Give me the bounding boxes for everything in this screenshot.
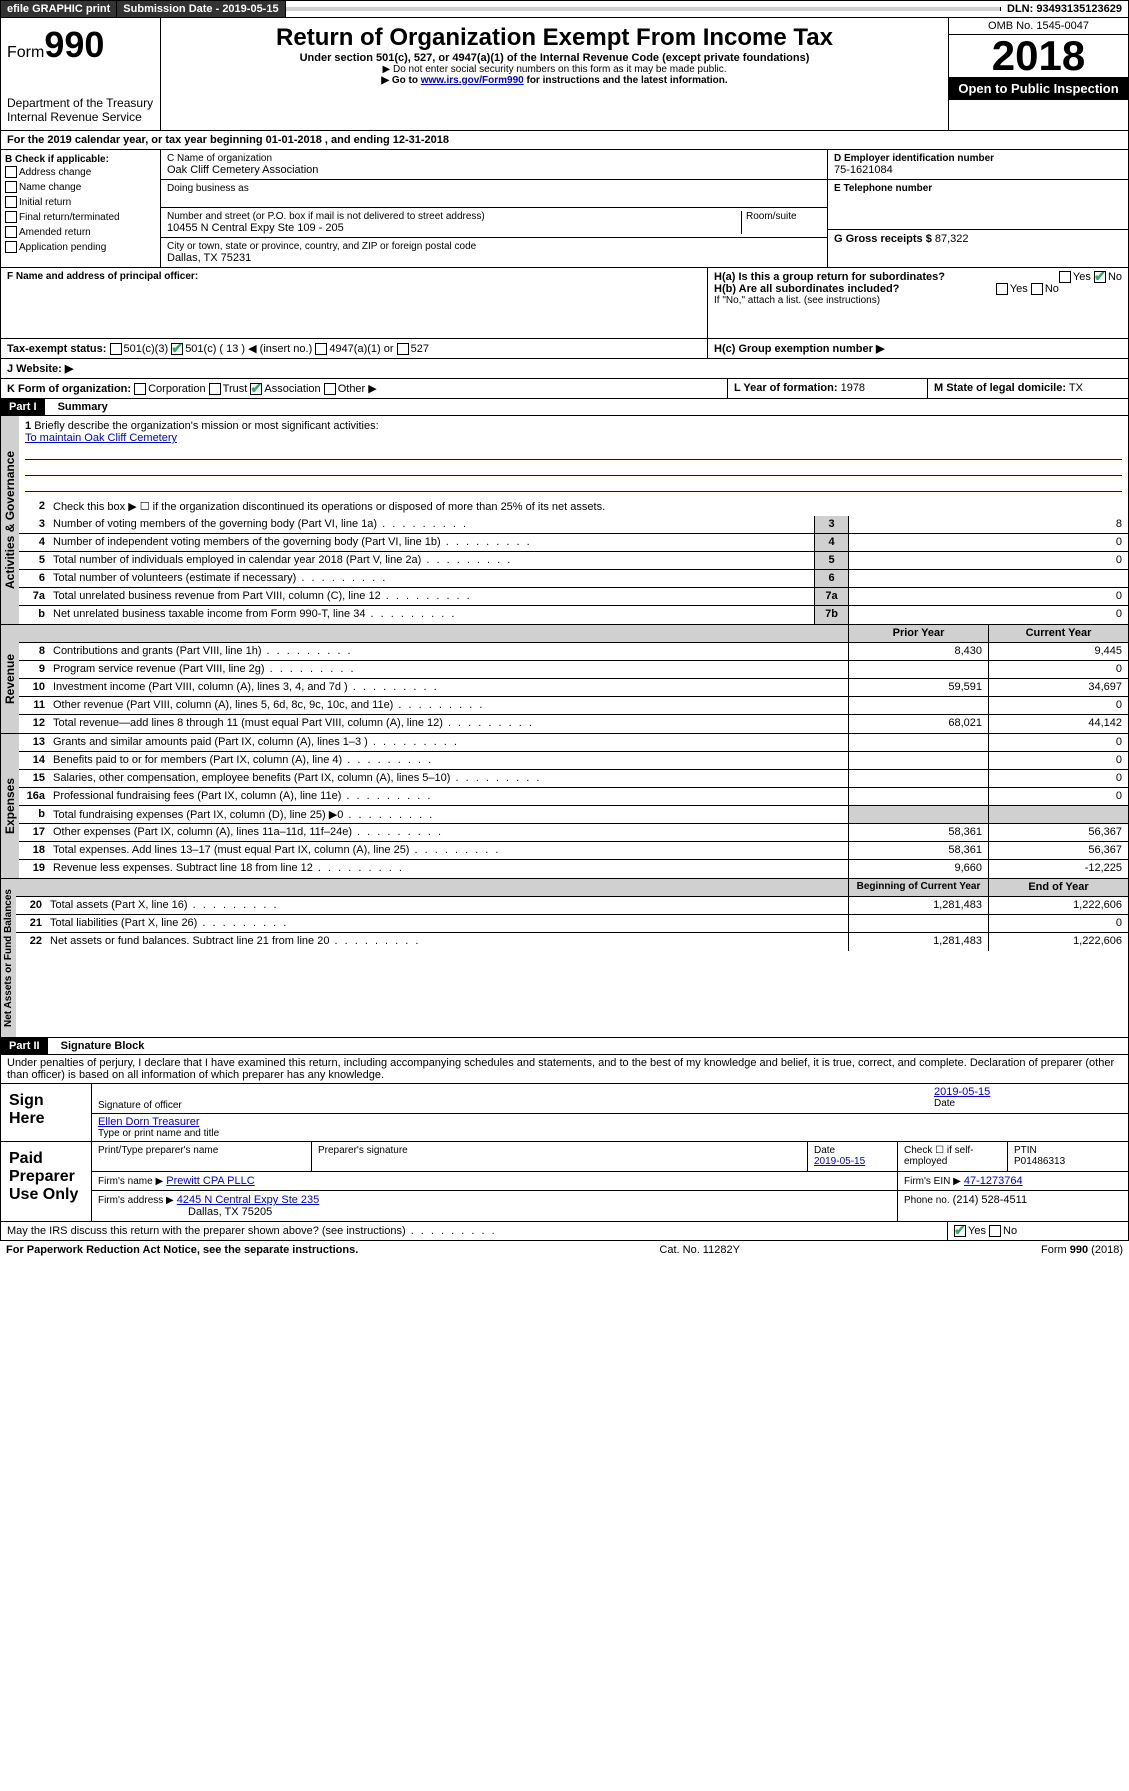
gross-receipts-label: G Gross receipts $: [834, 233, 932, 245]
form-subtitle: Under section 501(c), 527, or 4947(a)(1)…: [167, 52, 942, 64]
h-note: If "No," attach a list. (see instruction…: [714, 295, 1122, 306]
chk-pending[interactable]: Application pending: [5, 240, 156, 255]
klm-row: K Form of organization: Corporation Trus…: [0, 379, 1129, 399]
right-col: D Employer identification number 75-1621…: [828, 150, 1128, 267]
table-row: 7a Total unrelated business revenue from…: [19, 588, 1128, 606]
vlabel-rev: Revenue: [1, 625, 19, 733]
table-row: b Total fundraising expenses (Part IX, c…: [19, 806, 1128, 824]
jurat: Under penalties of perjury, I declare th…: [0, 1055, 1129, 1084]
dept-treasury: Department of the Treasury Internal Reve…: [7, 96, 154, 124]
org-name-label: C Name of organization: [167, 153, 821, 164]
public-inspection-badge: Open to Public Inspection: [949, 77, 1128, 100]
form-title: Return of Organization Exempt From Incom…: [167, 24, 942, 52]
phone-label-e: E Telephone number: [834, 183, 1122, 194]
city-state-zip: Dallas, TX 75231: [167, 252, 821, 264]
chk-name[interactable]: Name change: [5, 180, 156, 195]
entity-block: B Check if applicable: Address change Na…: [0, 150, 1129, 268]
governance-section: Activities & Governance 1 Briefly descri…: [0, 416, 1129, 625]
officer-name: Ellen Dorn Treasurer: [98, 1116, 200, 1128]
table-row: 12 Total revenue—add lines 8 through 11 …: [19, 715, 1128, 733]
tax-year: 2018: [949, 35, 1128, 77]
table-row: 15 Salaries, other compensation, employe…: [19, 770, 1128, 788]
website-label: J Website: ▶: [1, 359, 1128, 378]
box-b: B Check if applicable: Address change Na…: [1, 150, 161, 267]
period-row: For the 2019 calendar year, or tax year …: [0, 131, 1129, 150]
form-number: Form990: [7, 24, 154, 66]
discuss-row: May the IRS discuss this return with the…: [0, 1222, 1129, 1241]
vlabel-gov: Activities & Governance: [1, 416, 19, 624]
table-row: 9 Program service revenue (Part VIII, li…: [19, 661, 1128, 679]
pra-notice: For Paperwork Reduction Act Notice, see …: [6, 1244, 358, 1256]
h-a: H(a) Is this a group return for subordin…: [714, 271, 1122, 283]
i-row: Tax-exempt status: 501(c)(3) 501(c) ( 13…: [0, 339, 1129, 359]
cat-no: Cat. No. 11282Y: [659, 1244, 740, 1256]
table-row: 17 Other expenses (Part IX, column (A), …: [19, 824, 1128, 842]
table-row: 16a Professional fundraising fees (Part …: [19, 788, 1128, 806]
mission-label: Briefly describe the organization's miss…: [34, 420, 378, 432]
firm-name: Prewitt CPA PLLC: [166, 1175, 254, 1187]
irs-link[interactable]: www.irs.gov/Form990: [421, 75, 524, 86]
table-row: 22 Net assets or fund balances. Subtract…: [16, 933, 1128, 951]
spacer: [286, 7, 1001, 11]
note-link: ▶ Go to www.irs.gov/Form990 for instruct…: [167, 75, 942, 86]
dba-label: Doing business as: [167, 183, 821, 194]
part1-header: Part I Summary: [0, 399, 1129, 416]
ein-value: 75-1621084: [834, 164, 1122, 176]
org-name: Oak Cliff Cemetery Association: [167, 164, 821, 176]
mission-text[interactable]: To maintain Oak Cliff Cemetery: [25, 432, 177, 444]
table-row: 6 Total number of volunteers (estimate i…: [19, 570, 1128, 588]
table-row: 13 Grants and similar amounts paid (Part…: [19, 734, 1128, 752]
sign-here-block: Sign Here Signature of officer 2019-05-1…: [0, 1084, 1129, 1142]
vlabel-exp: Expenses: [1, 734, 19, 878]
table-row: 10 Investment income (Part VIII, column …: [19, 679, 1128, 697]
room-label: Room/suite: [741, 211, 821, 234]
top-bar: efile GRAPHIC print Submission Date - 20…: [0, 0, 1129, 18]
box-f-label: F Name and address of principal officer:: [7, 271, 701, 282]
gross-receipts-value: 87,322: [935, 233, 969, 245]
vlabel-bal: Net Assets or Fund Balances: [1, 879, 16, 1037]
period-text: For the 2019 calendar year, or tax year …: [1, 131, 1128, 149]
chk-amended[interactable]: Amended return: [5, 225, 156, 240]
expenses-section: Expenses 13 Grants and similar amounts p…: [0, 734, 1129, 879]
line2: Check this box ▶ ☐ if the organization d…: [49, 498, 1128, 516]
part2-header: Part II Signature Block: [0, 1038, 1129, 1055]
table-row: 8 Contributions and grants (Part VIII, l…: [19, 643, 1128, 661]
table-row: 20 Total assets (Part X, line 16) 1,281,…: [16, 897, 1128, 915]
table-row: 4 Number of independent voting members o…: [19, 534, 1128, 552]
table-row: 14 Benefits paid to or for members (Part…: [19, 752, 1128, 770]
efile-button[interactable]: efile GRAPHIC print: [1, 1, 117, 17]
box-c: C Name of organization Oak Cliff Cemeter…: [161, 150, 828, 267]
sign-here-label: Sign Here: [1, 1084, 91, 1141]
h-c: H(c) Group exemption number ▶: [714, 343, 884, 355]
paid-preparer-label: Paid Preparer Use Only: [1, 1142, 91, 1221]
sig-date: 2019-05-15: [934, 1086, 990, 1098]
form-ref: Form 990 (2018): [1041, 1244, 1123, 1256]
table-row: 3 Number of voting members of the govern…: [19, 516, 1128, 534]
j-row: J Website: ▶: [0, 359, 1129, 379]
city-label: City or town, state or province, country…: [167, 241, 821, 252]
street-address: 10455 N Central Expy Ste 109 - 205: [167, 222, 741, 234]
chk-initial[interactable]: Initial return: [5, 195, 156, 210]
table-row: 5 Total number of individuals employed i…: [19, 552, 1128, 570]
dln: DLN: 93493135123629: [1001, 1, 1128, 17]
table-row: 18 Total expenses. Add lines 13–17 (must…: [19, 842, 1128, 860]
chk-final[interactable]: Final return/terminated: [5, 210, 156, 225]
tax-exempt-label: Tax-exempt status:: [7, 343, 106, 355]
revenue-section: Revenue Prior YearCurrent Year 8 Contrib…: [0, 625, 1129, 734]
footer: For Paperwork Reduction Act Notice, see …: [0, 1241, 1129, 1259]
h-b: H(b) Are all subordinates included? Yes …: [714, 283, 1122, 295]
table-row: 21 Total liabilities (Part X, line 26) 0: [16, 915, 1128, 933]
paid-preparer-block: Paid Preparer Use Only Print/Type prepar…: [0, 1142, 1129, 1222]
ein-label: D Employer identification number: [834, 153, 1122, 164]
submission-date: Submission Date - 2019-05-15: [117, 1, 285, 17]
note-ssn: ▶ Do not enter social security numbers o…: [167, 64, 942, 75]
table-row: 11 Other revenue (Part VIII, column (A),…: [19, 697, 1128, 715]
fh-row: F Name and address of principal officer:…: [0, 268, 1129, 339]
balances-section: Net Assets or Fund Balances Beginning of…: [0, 879, 1129, 1038]
chk-address[interactable]: Address change: [5, 165, 156, 180]
form-header: Form990 Department of the Treasury Inter…: [0, 18, 1129, 131]
table-row: 19 Revenue less expenses. Subtract line …: [19, 860, 1128, 878]
table-row: b Net unrelated business taxable income …: [19, 606, 1128, 624]
addr-label: Number and street (or P.O. box if mail i…: [167, 211, 741, 222]
